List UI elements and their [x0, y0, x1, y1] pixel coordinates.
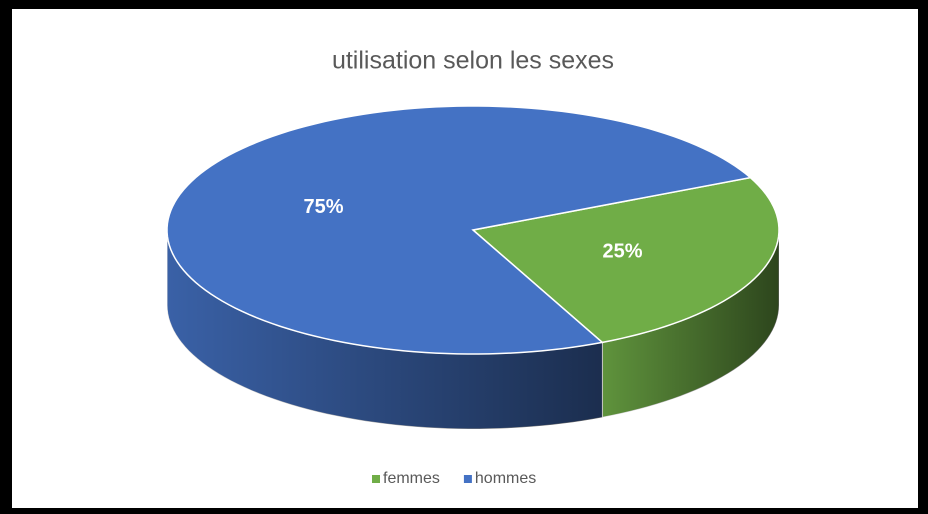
slice-side-shade [602, 230, 779, 418]
legend-label: femmes [383, 470, 440, 487]
slice-side-shade [167, 230, 603, 429]
data-label: 25% [603, 240, 643, 262]
chart-title: utilisation selon les sexes [332, 47, 614, 75]
legend-label: hommes [475, 470, 536, 487]
legend-swatch [463, 475, 472, 483]
pie-slice [471, 176, 780, 344]
legend-swatch [372, 475, 380, 483]
data-label: 75% [303, 196, 343, 218]
pie-slice [166, 105, 753, 355]
legend: femmes hommes [372, 470, 536, 487]
